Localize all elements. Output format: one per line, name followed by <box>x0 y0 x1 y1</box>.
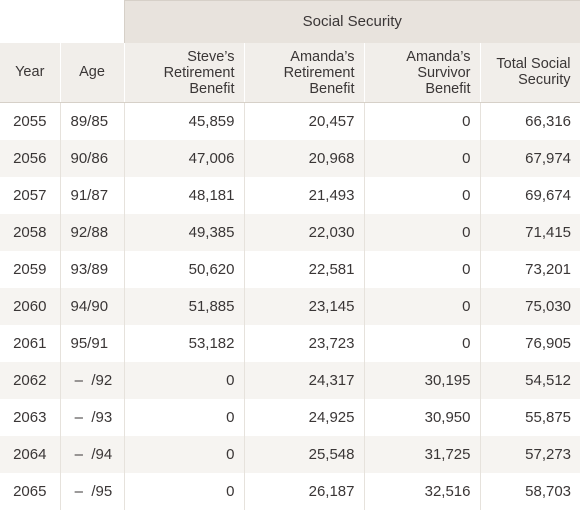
age-cell: 90/86 <box>60 139 125 177</box>
total-social-security-cell: 69,674 <box>480 176 580 214</box>
amanda-retirement-cell: 21,493 <box>244 176 365 214</box>
total-social-security-cell: 75,030 <box>480 287 580 325</box>
table-row: 2057 91/87 48,181 21,493 0 69,674 <box>0 176 580 214</box>
amanda-retirement-cell: 26,187 <box>244 472 365 510</box>
social-security-group-header: Social Security <box>123 0 580 43</box>
year-cell: 2063 <box>0 398 61 436</box>
header-line: Steve’s <box>187 49 235 65</box>
amanda-retirement-cell: 25,548 <box>244 435 365 473</box>
age-cell: – /94 <box>60 435 125 473</box>
amanda-retirement-cell: 24,925 <box>244 398 365 436</box>
total-social-security-cell: 57,273 <box>480 435 580 473</box>
table-row: 2065 – /95 0 26,187 32,516 58,703 <box>0 472 580 510</box>
amanda-retirement-benefit-header: Amanda’s Retirement Benefit <box>244 42 365 103</box>
steve-retirement-cell: 0 <box>124 398 245 436</box>
header-line: Benefit <box>189 81 235 97</box>
year-column-header: Year <box>0 42 61 103</box>
age-cell: 91/87 <box>60 176 125 214</box>
year-cell: 2057 <box>0 176 61 214</box>
year-cell: 2056 <box>0 139 61 177</box>
total-social-security-cell: 66,316 <box>480 102 580 140</box>
amanda-retirement-cell: 20,968 <box>244 139 365 177</box>
table-row: 2062 – /92 0 24,317 30,195 54,512 <box>0 361 580 399</box>
header-line: Amanda’s <box>290 49 355 65</box>
total-social-security-header: Total Social Security <box>480 42 580 103</box>
amanda-survivor-cell: 0 <box>364 213 481 251</box>
year-cell: 2059 <box>0 250 61 288</box>
year-cell: 2061 <box>0 324 61 362</box>
amanda-retirement-cell: 24,317 <box>244 361 365 399</box>
year-cell: 2065 <box>0 472 61 510</box>
amanda-survivor-cell: 0 <box>364 139 481 177</box>
header-line: Retirement <box>283 65 355 81</box>
total-social-security-cell: 58,703 <box>480 472 580 510</box>
steve-retirement-cell: 0 <box>124 361 245 399</box>
year-cell: 2062 <box>0 361 61 399</box>
amanda-retirement-cell: 22,581 <box>244 250 365 288</box>
header-line: Benefit <box>425 81 471 97</box>
table-body: 2055 89/85 45,859 20,457 0 66,316 2056 90/86 47,… <box>0 102 580 510</box>
amanda-survivor-cell: 0 <box>364 287 481 325</box>
amanda-survivor-cell: 0 <box>364 324 481 362</box>
year-cell: 2058 <box>0 213 61 251</box>
total-social-security-cell: 73,201 <box>480 250 580 288</box>
age-cell: 94/90 <box>60 287 125 325</box>
amanda-retirement-cell: 22,030 <box>244 213 365 251</box>
table-row: 2061 95/91 53,182 23,723 0 76,905 <box>0 324 580 362</box>
age-cell: 89/85 <box>60 102 125 140</box>
table-row: 2055 89/85 45,859 20,457 0 66,316 <box>0 102 580 140</box>
steve-retirement-cell: 53,182 <box>124 324 245 362</box>
table-row: 2056 90/86 47,006 20,968 0 67,974 <box>0 139 580 177</box>
year-cell: 2064 <box>0 435 61 473</box>
amanda-survivor-cell: 31,725 <box>364 435 481 473</box>
header-line: Amanda’s <box>406 49 471 65</box>
total-social-security-cell: 67,974 <box>480 139 580 177</box>
amanda-retirement-cell: 20,457 <box>244 102 365 140</box>
table-row: 2058 92/88 49,385 22,030 0 71,415 <box>0 213 580 251</box>
header-line: Security <box>518 72 571 89</box>
header-line: Survivor <box>417 65 471 81</box>
steve-retirement-cell: 49,385 <box>124 213 245 251</box>
steve-retirement-cell: 47,006 <box>124 139 245 177</box>
blank-group-header <box>0 0 124 43</box>
age-column-header: Age <box>60 42 125 103</box>
age-cell: 95/91 <box>60 324 125 362</box>
total-social-security-cell: 71,415 <box>480 213 580 251</box>
total-social-security-cell: 76,905 <box>480 324 580 362</box>
amanda-retirement-cell: 23,145 <box>244 287 365 325</box>
steve-retirement-cell: 48,181 <box>124 176 245 214</box>
year-cell: 2060 <box>0 287 61 325</box>
table-row: 2060 94/90 51,885 23,145 0 75,030 <box>0 287 580 325</box>
steve-retirement-benefit-header: Steve’s Retirement Benefit <box>124 42 245 103</box>
amanda-retirement-cell: 23,723 <box>244 324 365 362</box>
header-line: Total Social <box>496 56 571 73</box>
table-row: 2064 – /94 0 25,548 31,725 57,273 <box>0 435 580 473</box>
amanda-survivor-cell: 32,516 <box>364 472 481 510</box>
header-line: Retirement <box>163 65 235 81</box>
table-row: 2059 93/89 50,620 22,581 0 73,201 <box>0 250 580 288</box>
header-line: Benefit <box>309 81 355 97</box>
amanda-survivor-benefit-header: Amanda’s Survivor Benefit <box>364 42 481 103</box>
total-social-security-cell: 54,512 <box>480 361 580 399</box>
steve-retirement-cell: 50,620 <box>124 250 245 288</box>
age-cell: 92/88 <box>60 213 125 251</box>
steve-retirement-cell: 45,859 <box>124 102 245 140</box>
age-cell: – /93 <box>60 398 125 436</box>
total-social-security-cell: 55,875 <box>480 398 580 436</box>
amanda-survivor-cell: 30,950 <box>364 398 481 436</box>
steve-retirement-cell: 0 <box>124 435 245 473</box>
amanda-survivor-cell: 0 <box>364 250 481 288</box>
steve-retirement-cell: 51,885 <box>124 287 245 325</box>
table-row: 2063 – /93 0 24,925 30,950 55,875 <box>0 398 580 436</box>
steve-retirement-cell: 0 <box>124 472 245 510</box>
age-cell: – /95 <box>60 472 125 510</box>
amanda-survivor-cell: 30,195 <box>364 361 481 399</box>
age-cell: 93/89 <box>60 250 125 288</box>
year-cell: 2055 <box>0 102 61 140</box>
amanda-survivor-cell: 0 <box>364 102 481 140</box>
age-cell: – /92 <box>60 361 125 399</box>
amanda-survivor-cell: 0 <box>364 176 481 214</box>
